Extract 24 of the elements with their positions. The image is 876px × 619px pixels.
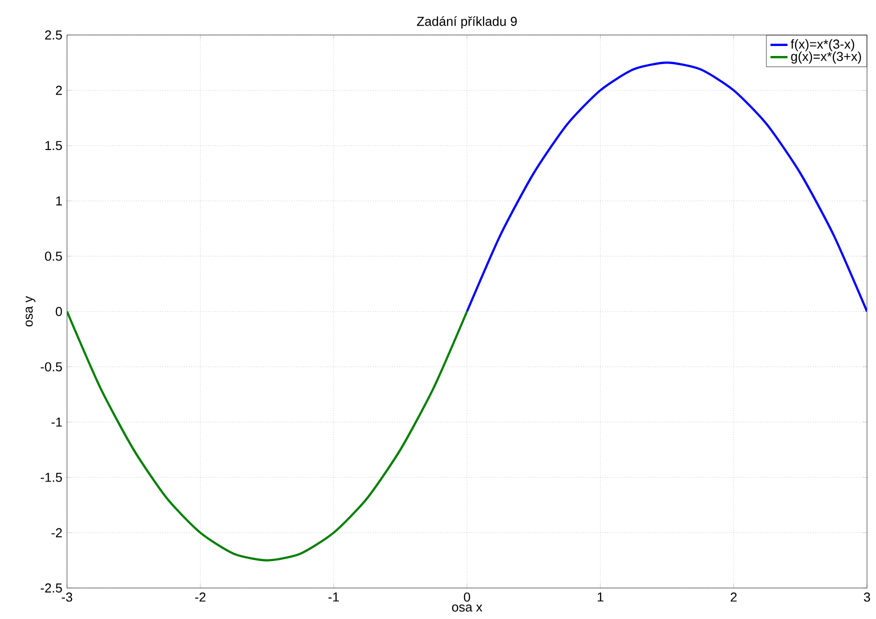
x-tick-label: -1 — [328, 592, 339, 602]
x-tick-label: 0 — [464, 592, 470, 602]
x-tick-label: -2 — [195, 592, 206, 602]
y-tick-label: -1 — [52, 418, 62, 427]
y-tick-label: 1.5 — [45, 141, 62, 150]
y-tick-label: -2 — [52, 528, 62, 538]
y-tick-label: 1 — [56, 196, 62, 206]
y-tick-label: 2 — [56, 86, 62, 95]
chart-title: Zadání příkladu 9 — [417, 16, 517, 29]
y-tick-label: -0.5 — [40, 362, 62, 372]
y-tick-label: 2.5 — [45, 30, 62, 40]
legend-label: g(x)=x*(3+x) — [791, 51, 862, 64]
legend-label: f(x)=x*(3-x) — [790, 39, 854, 52]
x-tick-label: 3 — [864, 592, 870, 602]
line-series — [67, 310, 468, 562]
x-tick-label: 2 — [730, 592, 737, 602]
x-tick-label: -3 — [62, 592, 72, 602]
x-tick-label: 1 — [598, 592, 604, 602]
y-tick-label: -2.5 — [40, 583, 62, 593]
y-tick-label: 0 — [56, 306, 62, 316]
y-axis-title: osa y — [26, 296, 36, 326]
x-axis-title: osa x — [452, 604, 482, 612]
y-tick-label: 0.5 — [44, 252, 62, 261]
y-tick-label: -1.5 — [40, 472, 62, 482]
